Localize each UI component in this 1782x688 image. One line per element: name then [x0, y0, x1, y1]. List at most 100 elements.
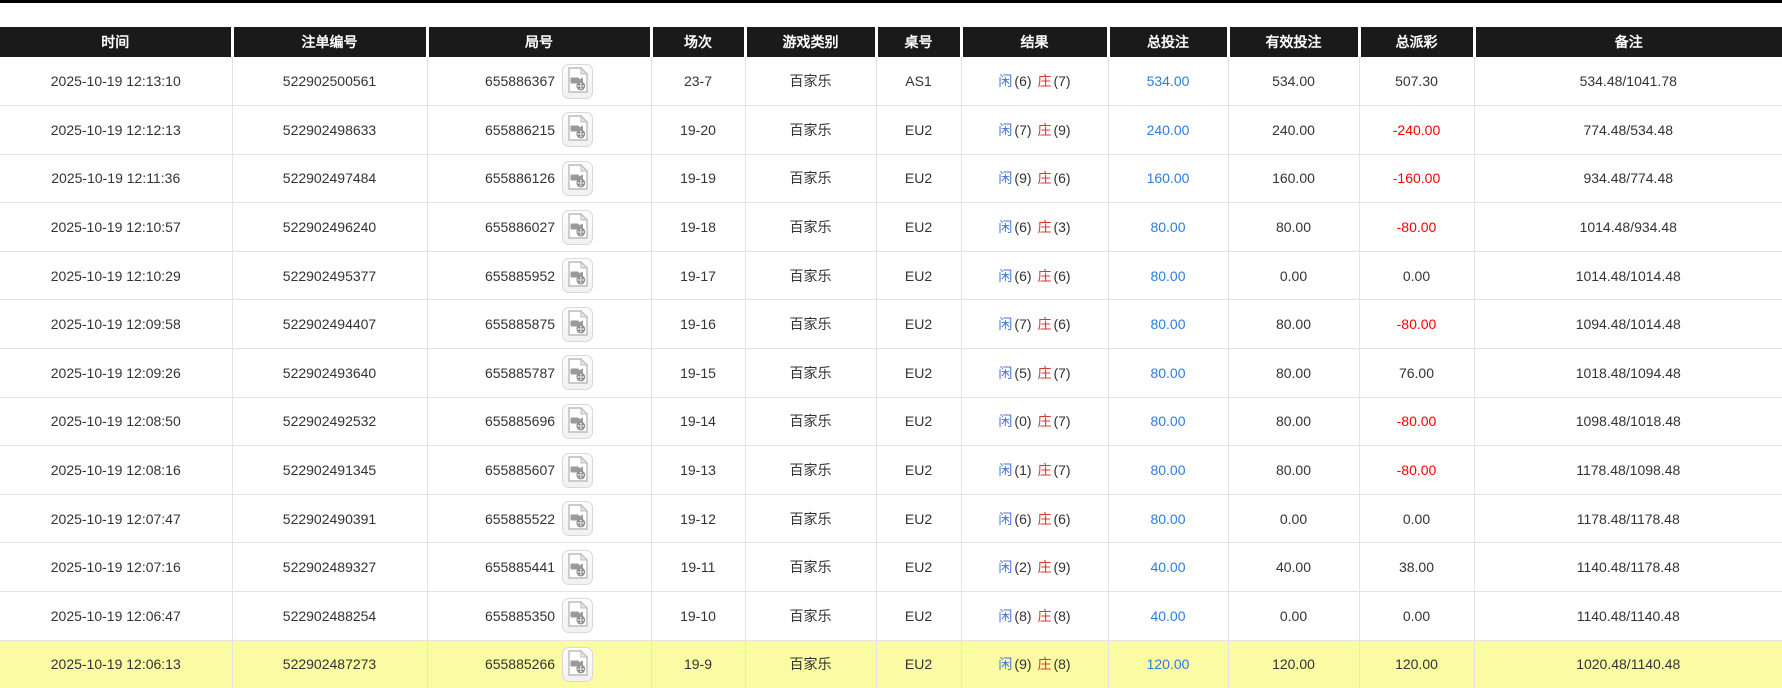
cell-total-payout: 0.00 — [1358, 591, 1474, 641]
total-bet-link[interactable]: 120.00 — [1146, 656, 1190, 673]
cell-time: 2025-10-19 12:08:16 — [0, 445, 232, 495]
player-result-score: (6) — [1014, 510, 1032, 527]
round-number-group: 655886126 — [432, 160, 647, 196]
cell-game-type: 百家乐 — [744, 640, 876, 688]
total-bet-link[interactable]: 40.00 — [1150, 607, 1186, 624]
video-replay-icon — [567, 649, 589, 679]
column-header-table_no: 桌号 — [874, 27, 961, 57]
total-bet-link[interactable]: 80.00 — [1150, 462, 1186, 479]
table-row[interactable]: 2025-10-19 12:08:50 522902492532 655885696… — [0, 397, 1782, 447]
column-header-session: 场次 — [649, 27, 745, 57]
cell-round-number: 655885787 — [426, 348, 651, 398]
video-replay-icon — [567, 260, 589, 290]
total-bet-link[interactable]: 80.00 — [1150, 219, 1186, 236]
video-replay-button[interactable] — [562, 355, 594, 391]
total-bet-link[interactable]: 80.00 — [1150, 267, 1186, 284]
cell-round-number: 655885522 — [426, 494, 651, 544]
cell-session: 19-20 — [650, 105, 745, 155]
banker-result-label: 庄 — [1037, 121, 1052, 138]
banker-result-score: (8) — [1053, 607, 1071, 624]
total-bet-link[interactable]: 80.00 — [1150, 413, 1186, 430]
table-row[interactable]: 2025-10-19 12:11:36 522902497484 655886126… — [0, 154, 1782, 204]
player-result-score: (7) — [1014, 316, 1032, 333]
video-replay-button[interactable] — [562, 646, 594, 682]
video-replay-button[interactable] — [562, 452, 594, 488]
cell-session: 19-17 — [650, 251, 745, 301]
player-result-label: 闲 — [998, 364, 1013, 381]
cell-table-number: EU2 — [875, 591, 961, 641]
video-replay-button[interactable] — [562, 549, 594, 585]
cell-game-type: 百家乐 — [744, 105, 876, 155]
cell-valid-bet: 0.00 — [1227, 494, 1359, 544]
table-row[interactable]: 2025-10-19 12:06:47 522902488254 655885350… — [0, 591, 1782, 641]
payout-value: 76.00 — [1398, 364, 1435, 381]
banker-result-label: 庄 — [1037, 73, 1052, 90]
table-row[interactable]: 2025-10-19 12:09:26 522902493640 655885787… — [0, 348, 1782, 398]
table-row[interactable]: 2025-10-19 12:07:16 522902489327 655885441… — [0, 542, 1782, 593]
video-replay-button[interactable] — [562, 598, 594, 634]
video-replay-button[interactable] — [562, 501, 594, 537]
table-row[interactable]: 2025-10-19 12:10:29 522902495377 655885952… — [0, 251, 1782, 301]
video-replay-button[interactable] — [562, 306, 594, 342]
cell-session: 19-12 — [650, 494, 745, 544]
video-replay-button[interactable] — [562, 258, 594, 294]
cell-bet-number: 522902491345 — [231, 445, 427, 495]
cell-game-type: 百家乐 — [744, 202, 876, 252]
video-replay-button[interactable] — [562, 112, 594, 148]
player-result-score: (6) — [1014, 73, 1032, 90]
cell-table-number: AS1 — [875, 57, 961, 107]
cell-remark: 934.48/774.48 — [1473, 154, 1782, 204]
total-bet-link[interactable]: 80.00 — [1150, 364, 1186, 381]
total-bet-link[interactable]: 160.00 — [1146, 170, 1190, 187]
table-row[interactable]: 2025-10-19 12:07:47 522902490391 655885522… — [0, 494, 1782, 544]
banker-result-score: (8) — [1053, 656, 1071, 673]
cell-total-payout: -80.00 — [1358, 202, 1474, 252]
player-result-label: 闲 — [998, 510, 1013, 527]
table-row[interactable]: 2025-10-19 12:12:13 522902498633 655886215… — [0, 105, 1782, 155]
cell-session: 19-14 — [650, 397, 745, 447]
total-bet-link[interactable]: 40.00 — [1150, 559, 1186, 576]
cell-game-type: 百家乐 — [744, 542, 876, 593]
player-result-label: 闲 — [998, 607, 1013, 624]
round-number-group: 655886367 — [432, 63, 647, 99]
cell-total-bet: 80.00 — [1107, 299, 1228, 350]
cell-bet-number: 522902487273 — [231, 640, 427, 688]
cell-game-type: 百家乐 — [744, 57, 876, 107]
video-replay-button[interactable] — [562, 209, 594, 245]
round-number-text: 655885875 — [484, 316, 556, 333]
payout-value: -80.00 — [1396, 462, 1437, 479]
cell-time: 2025-10-19 12:11:36 — [0, 154, 232, 204]
banker-result-label: 庄 — [1037, 462, 1052, 479]
cell-session: 19-11 — [650, 542, 745, 593]
video-replay-button[interactable] — [562, 63, 594, 99]
banker-result-label: 庄 — [1037, 413, 1052, 430]
table-row[interactable]: 2025-10-19 12:08:16 522902491345 655885607… — [0, 445, 1782, 495]
video-replay-button[interactable] — [562, 160, 594, 196]
column-header-remark: 备注 — [1472, 27, 1782, 57]
video-replay-button[interactable] — [562, 403, 594, 439]
total-bet-link[interactable]: 80.00 — [1150, 510, 1186, 527]
total-bet-link[interactable]: 80.00 — [1150, 316, 1186, 333]
cell-remark: 1018.48/1094.48 — [1473, 348, 1782, 398]
cell-session: 19-15 — [650, 348, 745, 398]
table-row[interactable]: 2025-10-19 12:13:10 522902500561 655886367… — [0, 57, 1782, 107]
bet-records-section: 时间 注单编号 局号 场次 游戏类别 桌号 结果 总投注 有效投注 总派彩 备注 2025-10-1… — [0, 27, 1782, 688]
table-row[interactable]: 2025-10-19 12:10:57 522902496240 655886027… — [0, 202, 1782, 252]
table-row-selected[interactable]: 2025-10-19 12:06:13 522902487273 655885266… — [0, 640, 1782, 688]
total-bet-link[interactable]: 534.00 — [1146, 73, 1190, 90]
cell-time: 2025-10-19 12:13:10 — [0, 57, 232, 107]
cell-bet-number: 522902492532 — [231, 397, 427, 447]
table-row[interactable]: 2025-10-19 12:09:58 522902494407 655885875… — [0, 299, 1782, 350]
cell-session: 19-19 — [650, 154, 745, 204]
cell-session: 19-13 — [650, 445, 745, 495]
cell-table-number: EU2 — [875, 299, 961, 350]
total-bet-link[interactable]: 240.00 — [1146, 121, 1190, 138]
player-result-score: (7) — [1014, 121, 1032, 138]
cell-valid-bet: 0.00 — [1227, 591, 1359, 641]
cell-total-bet: 80.00 — [1107, 397, 1228, 447]
cell-time: 2025-10-19 12:08:50 — [0, 397, 232, 447]
cell-remark: 774.48/534.48 — [1473, 105, 1782, 155]
cell-result: 闲 (6) 庄 (7) — [960, 57, 1108, 107]
cell-time: 2025-10-19 12:09:26 — [0, 348, 232, 398]
player-result-label: 闲 — [998, 219, 1013, 236]
